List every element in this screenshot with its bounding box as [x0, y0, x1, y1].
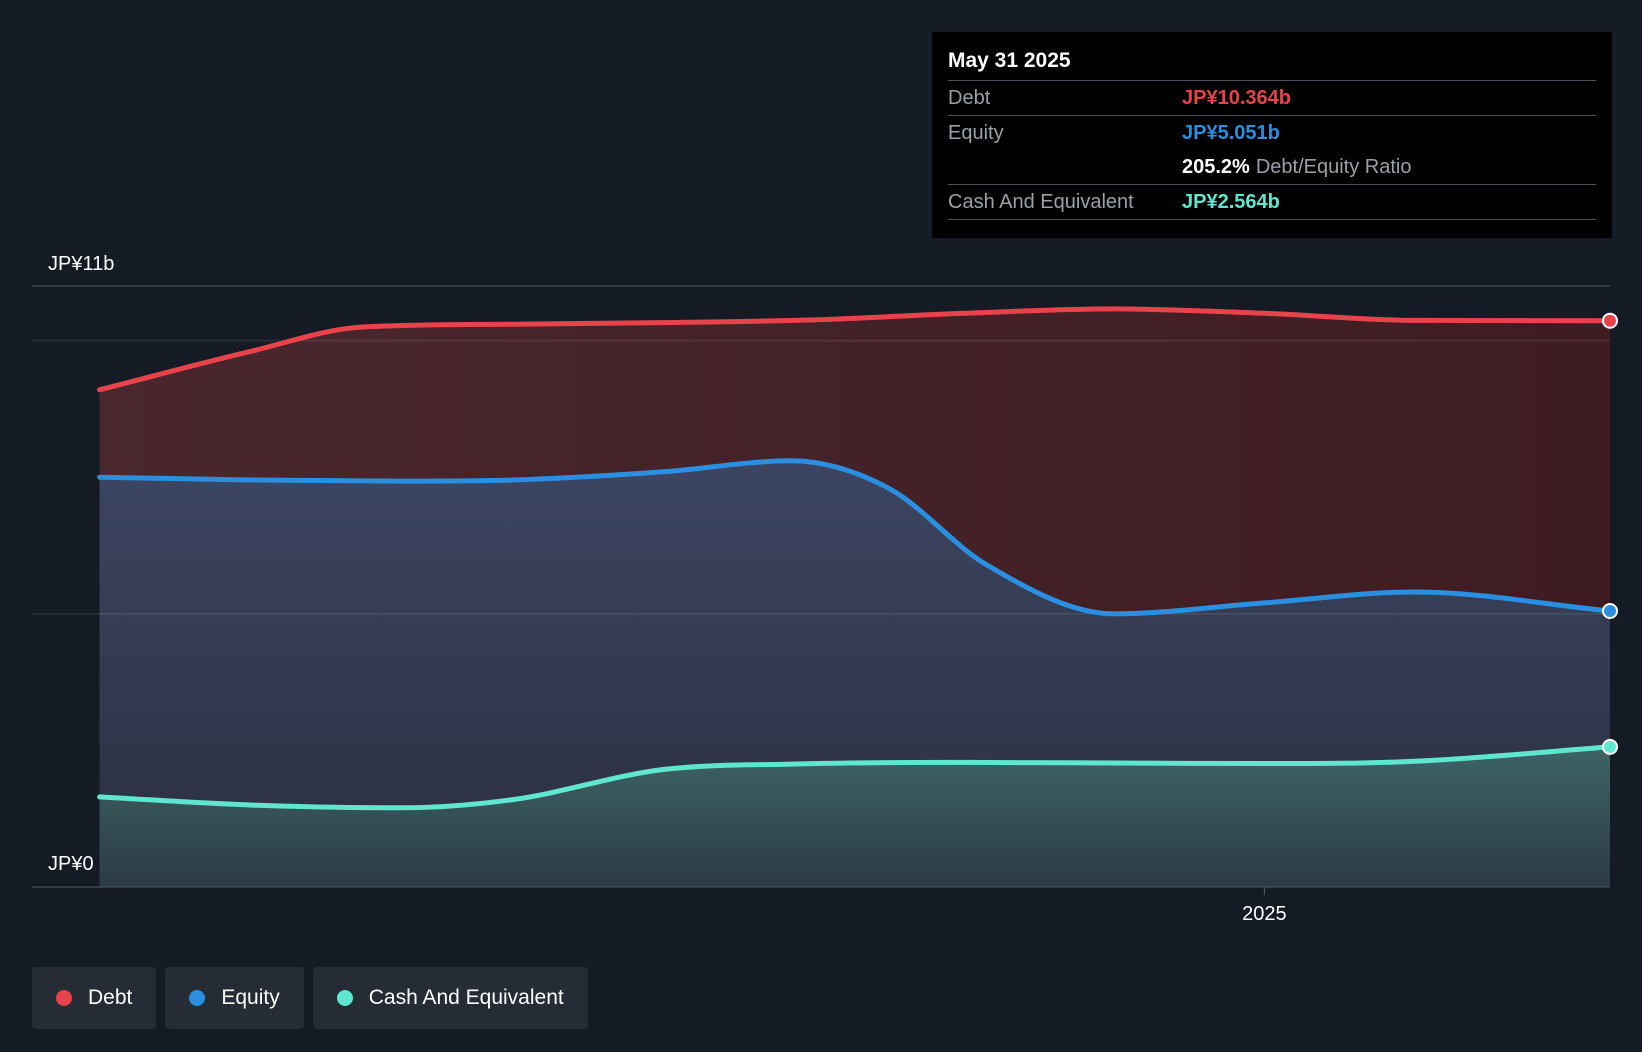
legend-label-cash: Cash And Equivalent	[368, 986, 564, 1009]
legend-dot-equity	[189, 990, 206, 1006]
tooltip-equity-label: Equity	[948, 122, 1004, 144]
area-cash	[99, 746, 1611, 887]
line-debt	[97, 306, 1613, 393]
tooltip-cash-label: Cash And Equivalent	[948, 191, 1134, 213]
line-cash	[97, 744, 1613, 811]
tooltip-cash-row: Cash And Equivalent JP¥2.564b	[948, 184, 1596, 220]
endpoint-equity	[1602, 603, 1618, 619]
tooltip-debt-value: JP¥10.364b	[1182, 87, 1291, 109]
y-tick-top: JP¥11b	[48, 253, 114, 275]
legend-item-cash[interactable]: Cash And Equivalent	[312, 967, 588, 1029]
y-tick-bottom: JP¥0	[48, 853, 94, 875]
tooltip-equity-value: JP¥5.051b	[1182, 122, 1280, 144]
legend-label-equity: Equity	[221, 986, 280, 1009]
tooltip-ratio-label: Debt/Equity Ratio	[1255, 156, 1412, 178]
legend-item-equity[interactable]: Equity	[165, 967, 304, 1029]
tooltip-equity-row: Equity JP¥5.051b	[948, 115, 1596, 150]
legend: Debt Equity Cash And Equivalent	[32, 967, 588, 1029]
tooltip-date: May 31 2025	[948, 49, 1071, 72]
legend-dot-cash	[336, 990, 353, 1006]
tooltip-cash-value: JP¥2.564b	[1182, 191, 1280, 213]
legend-dot-debt	[56, 990, 72, 1006]
tooltip-ratio-row: 205.2% Debt/Equity Ratio	[948, 150, 1596, 184]
legend-label-debt: Debt	[88, 986, 133, 1009]
tooltip-ratio-value: 205.2%	[1182, 156, 1250, 178]
line-equity	[97, 458, 1613, 617]
legend-item-debt[interactable]: Debt	[32, 967, 157, 1029]
endpoint-cash	[1602, 738, 1618, 755]
tooltip: May 31 2025 Debt JP¥10.364b Equity JP¥5.…	[932, 32, 1612, 238]
tooltip-debt-row: Debt JP¥10.364b	[948, 80, 1596, 115]
endpoint-debt	[1602, 312, 1618, 329]
tooltip-debt-label: Debt	[948, 87, 991, 109]
x-tick-label: 2025	[1242, 903, 1287, 925]
